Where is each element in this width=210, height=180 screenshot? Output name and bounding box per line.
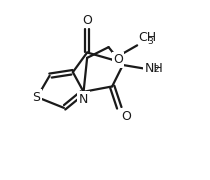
- Text: N: N: [79, 93, 88, 106]
- Text: O: O: [121, 110, 131, 123]
- Text: O: O: [82, 14, 92, 27]
- Text: 3: 3: [147, 37, 153, 46]
- Text: NH: NH: [145, 62, 164, 75]
- Text: S: S: [32, 91, 40, 104]
- Text: O: O: [113, 53, 123, 66]
- Text: CH: CH: [138, 31, 156, 44]
- Text: 2: 2: [154, 66, 159, 75]
